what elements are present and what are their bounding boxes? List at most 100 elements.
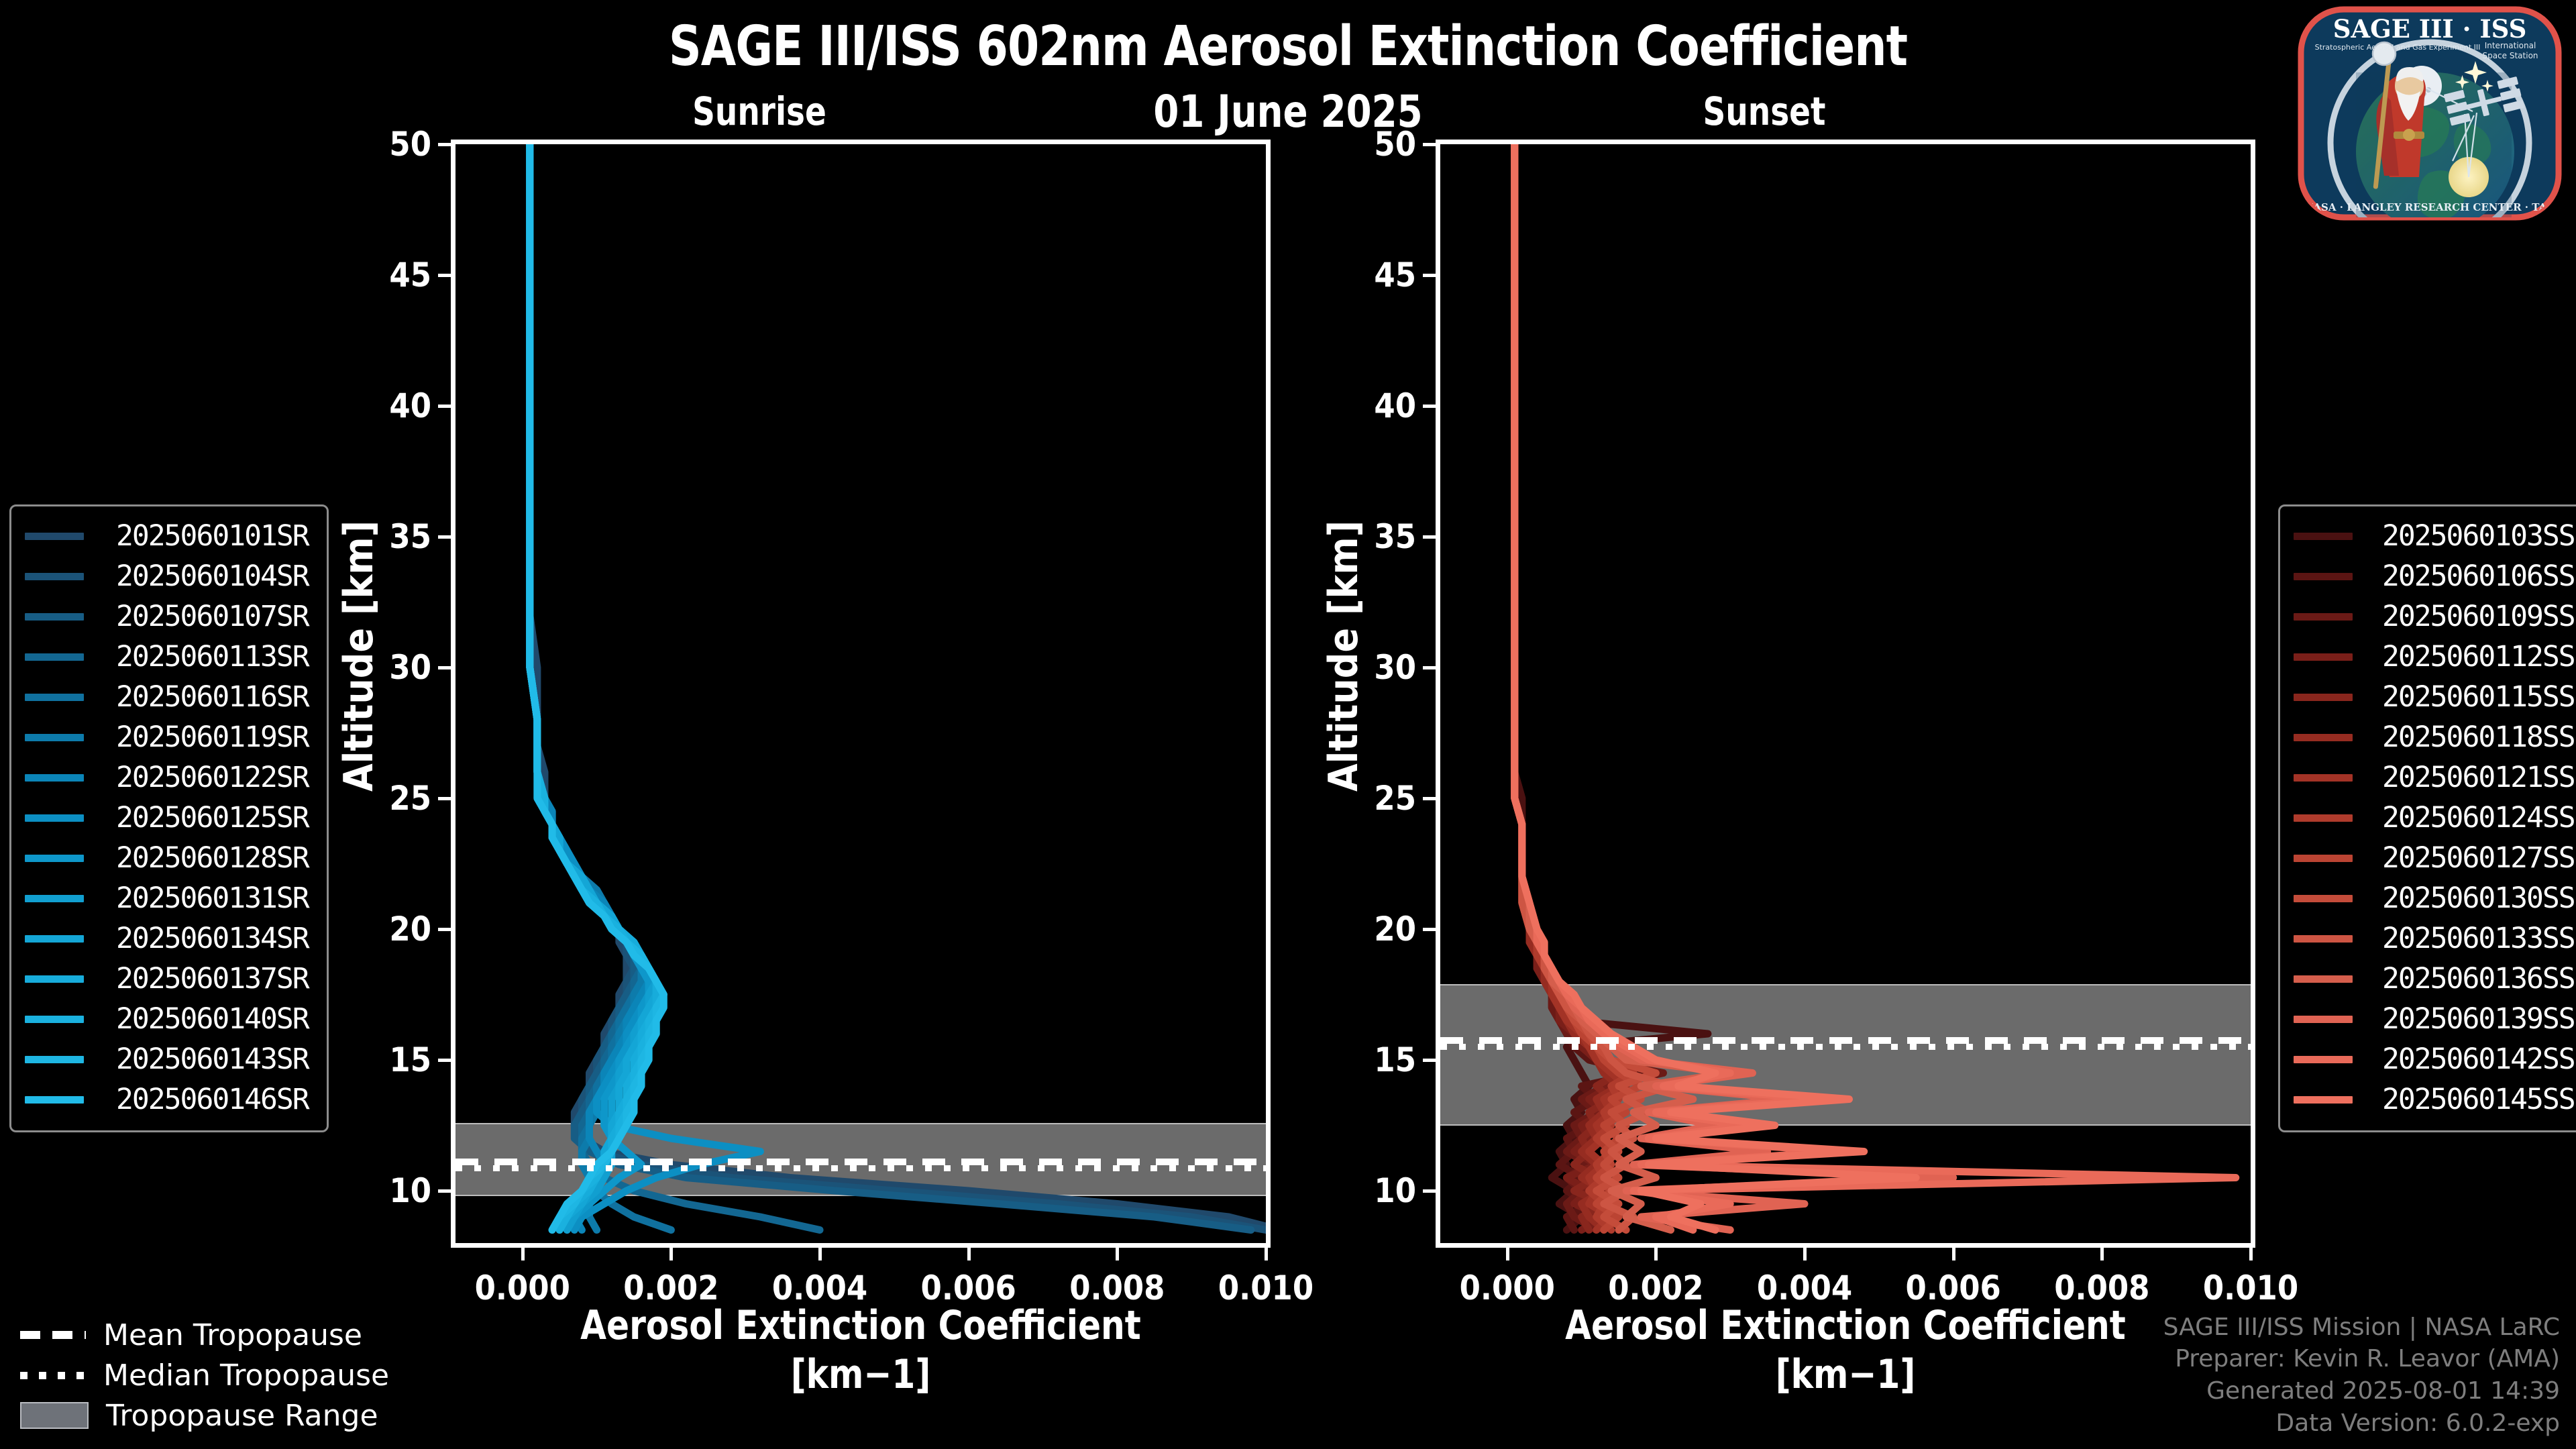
y-axis-tick (1423, 1059, 1440, 1062)
sunset-legend-item[interactable]: 2025060127SS (2294, 838, 2576, 878)
sunrise-legend-label: 2025060119SR (116, 720, 310, 754)
sunrise-legend-item[interactable]: 2025060122SR (25, 757, 313, 798)
y-axis-tick-label: 10 (389, 1171, 431, 1210)
x-axis-tick (2249, 1243, 2253, 1260)
tropopause-legend-item: Mean Tropopause (20, 1315, 389, 1355)
sunrise-legend-item[interactable]: 2025060128SR (25, 838, 313, 878)
x-axis-tick (669, 1243, 674, 1260)
sunset-legend-item[interactable]: 2025060142SS (2294, 1039, 2576, 1079)
x-axis-tick-label: 0.004 (1756, 1269, 1853, 1307)
sunset-legend-color-swatch (2294, 1095, 2353, 1104)
x-axis-tick (1803, 1243, 1807, 1260)
y-axis-tick-label: 20 (389, 910, 431, 949)
sunrise-legend-label: 2025060128SR (116, 841, 310, 875)
sunset-legend-item[interactable]: 2025060106SS (2294, 556, 2576, 596)
y-axis-tick-label: 45 (389, 256, 431, 294)
sunset-legend-item[interactable]: 2025060121SS (2294, 757, 2576, 798)
tropopause-dashed-marker-icon (20, 1331, 86, 1339)
sunrise-legend-item[interactable]: 2025060137SR (25, 959, 313, 999)
sunset-legend-color-swatch (2294, 532, 2353, 540)
y-axis-tick-label: 15 (389, 1040, 431, 1079)
tropopause-legend-label: Median Tropopause (103, 1358, 390, 1393)
sunrise-legend-item[interactable]: 2025060134SR (25, 918, 313, 959)
y-axis-tick (1423, 928, 1440, 931)
sunrise-legend-label: 2025060122SR (116, 761, 310, 794)
sunset-legend-color-swatch (2294, 612, 2353, 621)
x-axis-tick (521, 1243, 525, 1260)
sunset-legend-item[interactable]: 2025060115SS (2294, 677, 2576, 717)
sunset-plot-area (1440, 144, 2251, 1243)
x-axis-tick (1505, 1243, 1509, 1260)
x-axis-tick-label: 0.000 (474, 1269, 570, 1307)
sunset-legend-item[interactable]: 2025060109SS (2294, 596, 2576, 637)
sunset-legend-label: 2025060133SS (2382, 922, 2576, 955)
sunset-legend-item[interactable]: 2025060136SS (2294, 959, 2576, 999)
y-axis-tick (438, 405, 455, 408)
sunset-legend-label: 2025060124SS (2382, 801, 2576, 835)
profile-line (1511, 144, 1920, 1234)
median-tropopause-line (455, 1165, 1266, 1172)
sunset-legend-label: 2025060142SS (2382, 1042, 2576, 1076)
y-axis-tick-label: 25 (389, 779, 431, 818)
sunset-legend-item[interactable]: 2025060145SS (2294, 1079, 2576, 1120)
sunrise-legend-color-swatch (25, 1015, 84, 1023)
sunrise-legend-item[interactable]: 2025060140SR (25, 999, 313, 1039)
sunset-legend-item[interactable]: 2025060103SS (2294, 516, 2576, 556)
sunrise-legend-color-swatch (25, 1055, 84, 1063)
sunrise-legend-item[interactable]: 2025060131SR (25, 878, 313, 918)
sunset-legend-item[interactable]: 2025060133SS (2294, 918, 2576, 959)
sunrise-legend-color-swatch (25, 612, 84, 621)
y-axis-tick (438, 535, 455, 539)
sunrise-legend-item[interactable]: 2025060101SR (25, 516, 313, 556)
sunset-legend-label: 2025060109SS (2382, 600, 2576, 633)
logo-subtitle-right-2: Space Station (2482, 51, 2538, 60)
sunrise-legend-label: 2025060101SR (116, 519, 310, 553)
credits-generated: Generated 2025-08-01 14:39 (2206, 1377, 2560, 1405)
sunset-legend-label: 2025060112SS (2382, 640, 2576, 674)
sunset-legend-item[interactable]: 2025060112SS (2294, 637, 2576, 677)
y-axis-tick-label: 50 (1374, 125, 1416, 164)
sunset-legend-item[interactable]: 2025060130SS (2294, 878, 2576, 918)
sunset-legend-color-swatch (2294, 814, 2353, 822)
x-axis-tick (818, 1243, 822, 1260)
tropopause-band-marker-icon (20, 1402, 89, 1429)
sunrise-legend-label: 2025060113SR (116, 640, 310, 674)
credits-mission: SAGE III/ISS Mission | NASA LaRC (2163, 1313, 2560, 1341)
y-axis-tick (438, 928, 455, 931)
sunset-legend-color-swatch (2294, 693, 2353, 701)
sunrise-legend-item[interactable]: 2025060116SR (25, 677, 313, 717)
x-axis-tick-label: 0.008 (1069, 1269, 1165, 1307)
sunrise-legend-item[interactable]: 2025060125SR (25, 798, 313, 838)
sunrise-legend-item[interactable]: 2025060143SR (25, 1039, 313, 1079)
x-axis-tick-label: 0.010 (2202, 1269, 2299, 1307)
sunrise-legend-item[interactable]: 2025060104SR (25, 556, 313, 596)
y-axis-tick (1423, 1189, 1440, 1193)
sunrise-legend-label: 2025060143SR (116, 1042, 310, 1076)
date-subtitle: 01 June 2025 (1153, 86, 1423, 138)
x-axis-tick-label: 0.006 (1905, 1269, 2001, 1307)
x-axis-tick-label: 0.002 (623, 1269, 719, 1307)
sunset-legend-label: 2025060103SS (2382, 519, 2576, 553)
y-axis-tick-label: 15 (1374, 1040, 1416, 1079)
sunrise-legend-color-swatch (25, 1095, 84, 1104)
y-axis-tick (438, 143, 455, 146)
logo-subtitle-right-1: International (2485, 41, 2536, 50)
sunrise-legend-item[interactable]: 2025060113SR (25, 637, 313, 677)
sunset-legend-item[interactable]: 2025060124SS (2294, 798, 2576, 838)
sunset-legend-label: 2025060118SS (2382, 720, 2576, 754)
sunrise-legend-item[interactable]: 2025060107SR (25, 596, 313, 637)
sunrise-legend-color-swatch (25, 975, 84, 983)
sunset-legend-item[interactable]: 2025060139SS (2294, 999, 2576, 1039)
y-axis-tick (438, 666, 455, 669)
sunrise-legend-label: 2025060104SR (116, 559, 310, 593)
y-axis-tick-label: 20 (1374, 910, 1416, 949)
sunset-x-axis-label-line2: [km−1] (1775, 1351, 1916, 1399)
sunrise-legend-item[interactable]: 2025060146SR (25, 1079, 313, 1120)
y-axis-tick-label: 30 (1374, 648, 1416, 687)
sunrise-legend-item[interactable]: 2025060119SR (25, 717, 313, 757)
sunrise-legend-label: 2025060107SR (116, 600, 310, 633)
tropopause-dotted-marker-icon (20, 1371, 86, 1379)
sunset-legend-item[interactable]: 2025060118SS (2294, 717, 2576, 757)
credits-data-version: Data Version: 6.0.2-exp (2275, 1409, 2560, 1438)
sunset-legend-label: 2025060115SS (2382, 680, 2576, 714)
